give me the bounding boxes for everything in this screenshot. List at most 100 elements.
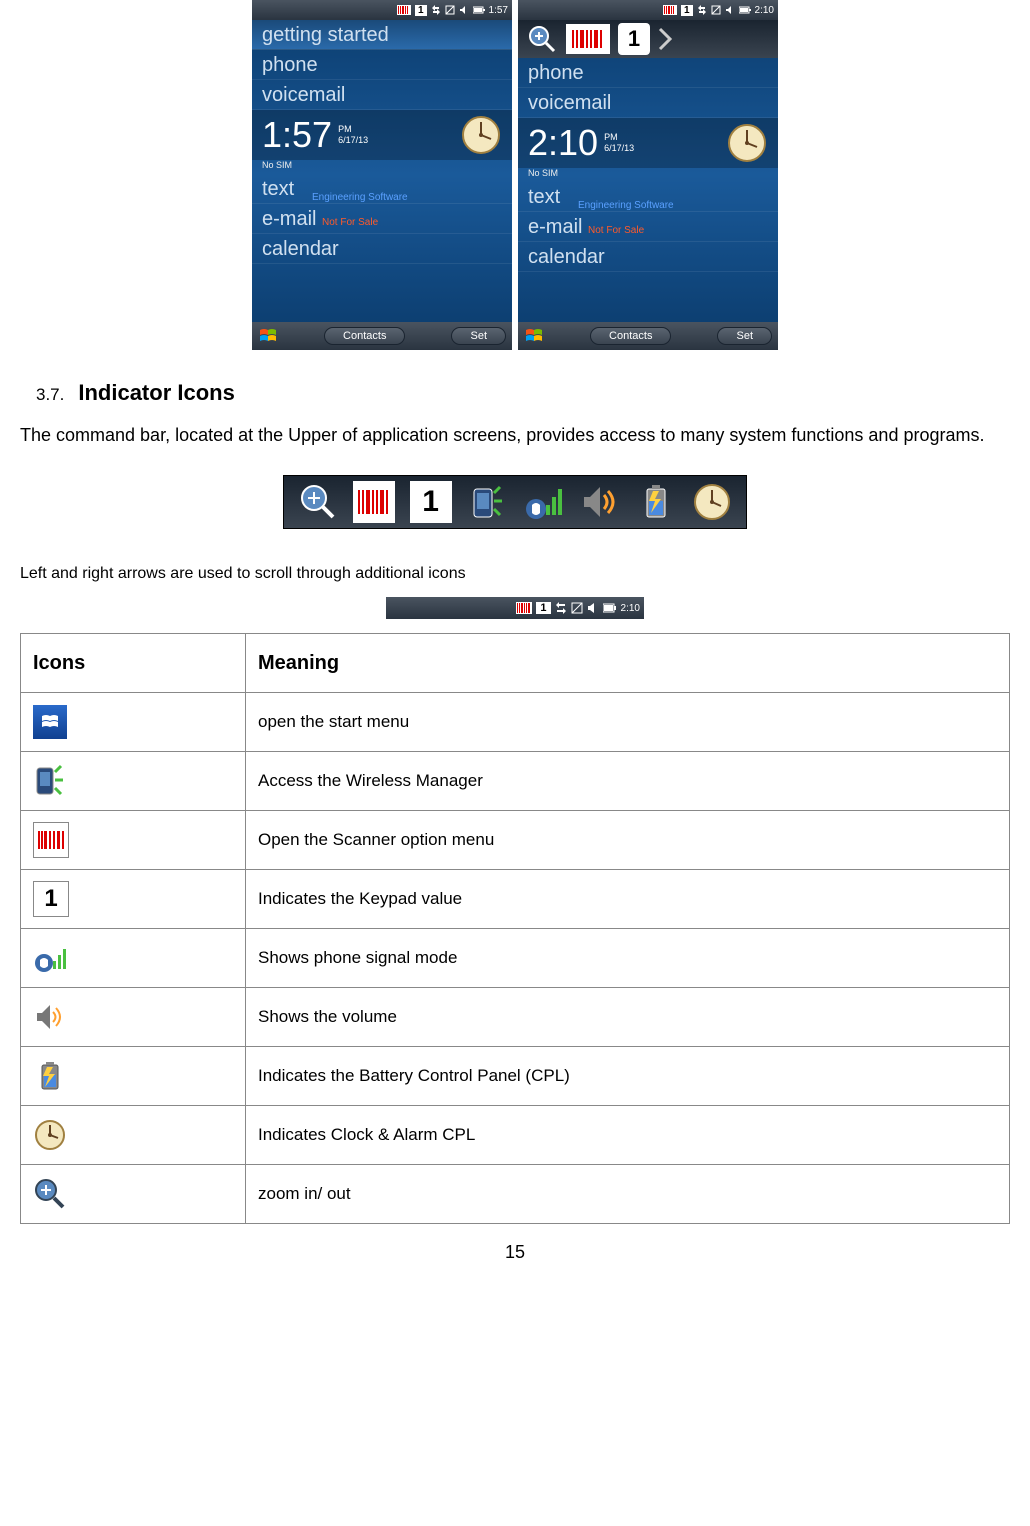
zoom-icon bbox=[526, 23, 558, 55]
meaning-cell: Indicates the Battery Control Panel (CPL… bbox=[246, 1047, 1010, 1106]
windows-flag-icon bbox=[524, 326, 544, 346]
keypad-value-icon: 1 bbox=[33, 881, 69, 917]
clock-date: 6/17/13 bbox=[338, 135, 368, 146]
soft-key-bar: Contacts Set bbox=[518, 322, 778, 350]
wireless-manager-icon bbox=[33, 764, 67, 798]
watermark-nfs: Not For Sale bbox=[322, 217, 378, 228]
table-row: Shows the volume bbox=[21, 988, 1010, 1047]
zoom-icon bbox=[33, 1177, 67, 1211]
table-row: Indicates the Battery Control Panel (CPL… bbox=[21, 1047, 1010, 1106]
clock-time: 1:57 bbox=[262, 114, 332, 156]
header-meaning: Meaning bbox=[246, 634, 1010, 693]
sync-icon bbox=[431, 5, 441, 15]
menu-getting-started: getting started bbox=[252, 20, 512, 50]
command-bar-figure: 1 bbox=[283, 475, 747, 529]
meaning-cell: Shows phone signal mode bbox=[246, 929, 1010, 988]
menu-email: e-mail Not For Sale bbox=[518, 212, 778, 242]
barcode-icon bbox=[353, 481, 395, 523]
table-row: Indicates Clock & Alarm CPL bbox=[21, 1106, 1010, 1165]
menu-text: text Engineering Software bbox=[518, 182, 778, 212]
menu-calendar: calendar bbox=[518, 242, 778, 272]
screenshots-row: 1 1:57 getting started phone voicemail 1… bbox=[20, 0, 1010, 350]
table-row: open the start menu bbox=[21, 693, 1010, 752]
volume-icon bbox=[33, 1000, 67, 1034]
soft-key-set: Set bbox=[451, 327, 506, 345]
clock-time: 2:10 bbox=[528, 122, 598, 164]
soft-key-bar: Contacts Set bbox=[252, 322, 512, 350]
icon-cell bbox=[21, 988, 246, 1047]
keypad-large-icon: 1 bbox=[618, 23, 650, 55]
section-heading: 3.7. Indicator Icons bbox=[20, 380, 1010, 406]
meaning-cell: Open the Scanner option menu bbox=[246, 811, 1010, 870]
soft-key-contacts: Contacts bbox=[590, 327, 671, 345]
volume-icon bbox=[578, 481, 620, 523]
page-number: 15 bbox=[20, 1242, 1010, 1263]
nosim-icon bbox=[445, 5, 455, 15]
menu-email: e-mail Not For Sale bbox=[252, 204, 512, 234]
table-row: Open the Scanner option menu bbox=[21, 811, 1010, 870]
keypad-indicator: 1 bbox=[415, 5, 427, 16]
screenshot-left: 1 1:57 getting started phone voicemail 1… bbox=[252, 0, 512, 350]
soft-key-set: Set bbox=[717, 327, 772, 345]
status-bar: 1 1:57 bbox=[252, 0, 512, 20]
screenshot-right: 1 2:10 1 phone bbox=[518, 0, 778, 350]
icon-cell bbox=[21, 811, 246, 870]
small-status-bar-figure: 1 2:10 bbox=[386, 597, 644, 619]
section-title: Indicator Icons bbox=[78, 380, 234, 406]
table-row: Access the Wireless Manager bbox=[21, 752, 1010, 811]
watermark-eng: Engineering Software bbox=[312, 192, 408, 203]
icon-cell bbox=[21, 752, 246, 811]
meaning-cell: open the start menu bbox=[246, 693, 1010, 752]
watermark-nfs: Not For Sale bbox=[588, 225, 644, 236]
table-row: zoom in/ out bbox=[21, 1165, 1010, 1224]
barcode-large-icon bbox=[566, 24, 610, 54]
meaning-cell: Indicates Clock & Alarm CPL bbox=[246, 1106, 1010, 1165]
menu-calendar: calendar bbox=[252, 234, 512, 264]
keypad-indicator: 1 bbox=[681, 5, 693, 16]
wireless-icon bbox=[466, 481, 508, 523]
status-time: 2:10 bbox=[755, 5, 774, 16]
barcode-icon bbox=[516, 602, 532, 614]
speaker-icon bbox=[459, 5, 469, 15]
battery-icon bbox=[739, 5, 751, 15]
clock-row: 1:57 PM 6/17/13 bbox=[252, 110, 512, 160]
no-sim-label: No SIM bbox=[518, 168, 778, 182]
table-header-row: Icons Meaning bbox=[21, 634, 1010, 693]
no-sim-label: No SIM bbox=[252, 160, 512, 174]
sync-icon bbox=[697, 5, 707, 15]
soft-key-contacts: Contacts bbox=[324, 327, 405, 345]
sync-icon bbox=[555, 602, 567, 614]
speaker-icon bbox=[587, 602, 599, 614]
zoom-icon bbox=[297, 481, 339, 523]
clock-alarm-icon bbox=[33, 1118, 67, 1152]
nosim-icon bbox=[571, 602, 583, 614]
menu-phone: phone bbox=[252, 50, 512, 80]
battery-cpl-icon bbox=[33, 1059, 67, 1093]
table-row: 1 Indicates the Keypad value bbox=[21, 870, 1010, 929]
scroll-note: Left and right arrows are used to scroll… bbox=[20, 565, 1010, 583]
nosim-icon bbox=[711, 5, 721, 15]
meaning-cell: Indicates the Keypad value bbox=[246, 870, 1010, 929]
windows-flag-icon bbox=[258, 326, 278, 346]
icon-cell bbox=[21, 1047, 246, 1106]
battery-icon bbox=[635, 481, 677, 523]
clock-date: 6/17/13 bbox=[604, 143, 634, 154]
clock-row: 2:10 PM 6/17/13 bbox=[518, 118, 778, 168]
speaker-icon bbox=[725, 5, 735, 15]
chevron-right-icon bbox=[658, 27, 672, 51]
clock-meta: PM 6/17/13 bbox=[604, 132, 634, 154]
document-page: 1 1:57 getting started phone voicemail 1… bbox=[0, 0, 1030, 1263]
keypad-indicator: 1 bbox=[536, 602, 550, 614]
watermark-eng: Engineering Software bbox=[578, 200, 674, 211]
battery-icon bbox=[473, 5, 485, 15]
status-time: 1:57 bbox=[489, 5, 508, 16]
clock-ampm: PM bbox=[604, 132, 634, 143]
barcode-icon bbox=[663, 5, 677, 15]
header-icons: Icons bbox=[21, 634, 246, 693]
intro-paragraph: The command bar, located at the Upper of… bbox=[20, 424, 1010, 447]
menu-voicemail: voicemail bbox=[252, 80, 512, 110]
start-menu-icon bbox=[33, 705, 67, 739]
clock-face-icon bbox=[460, 114, 502, 156]
icon-cell bbox=[21, 693, 246, 752]
icon-cell bbox=[21, 1106, 246, 1165]
